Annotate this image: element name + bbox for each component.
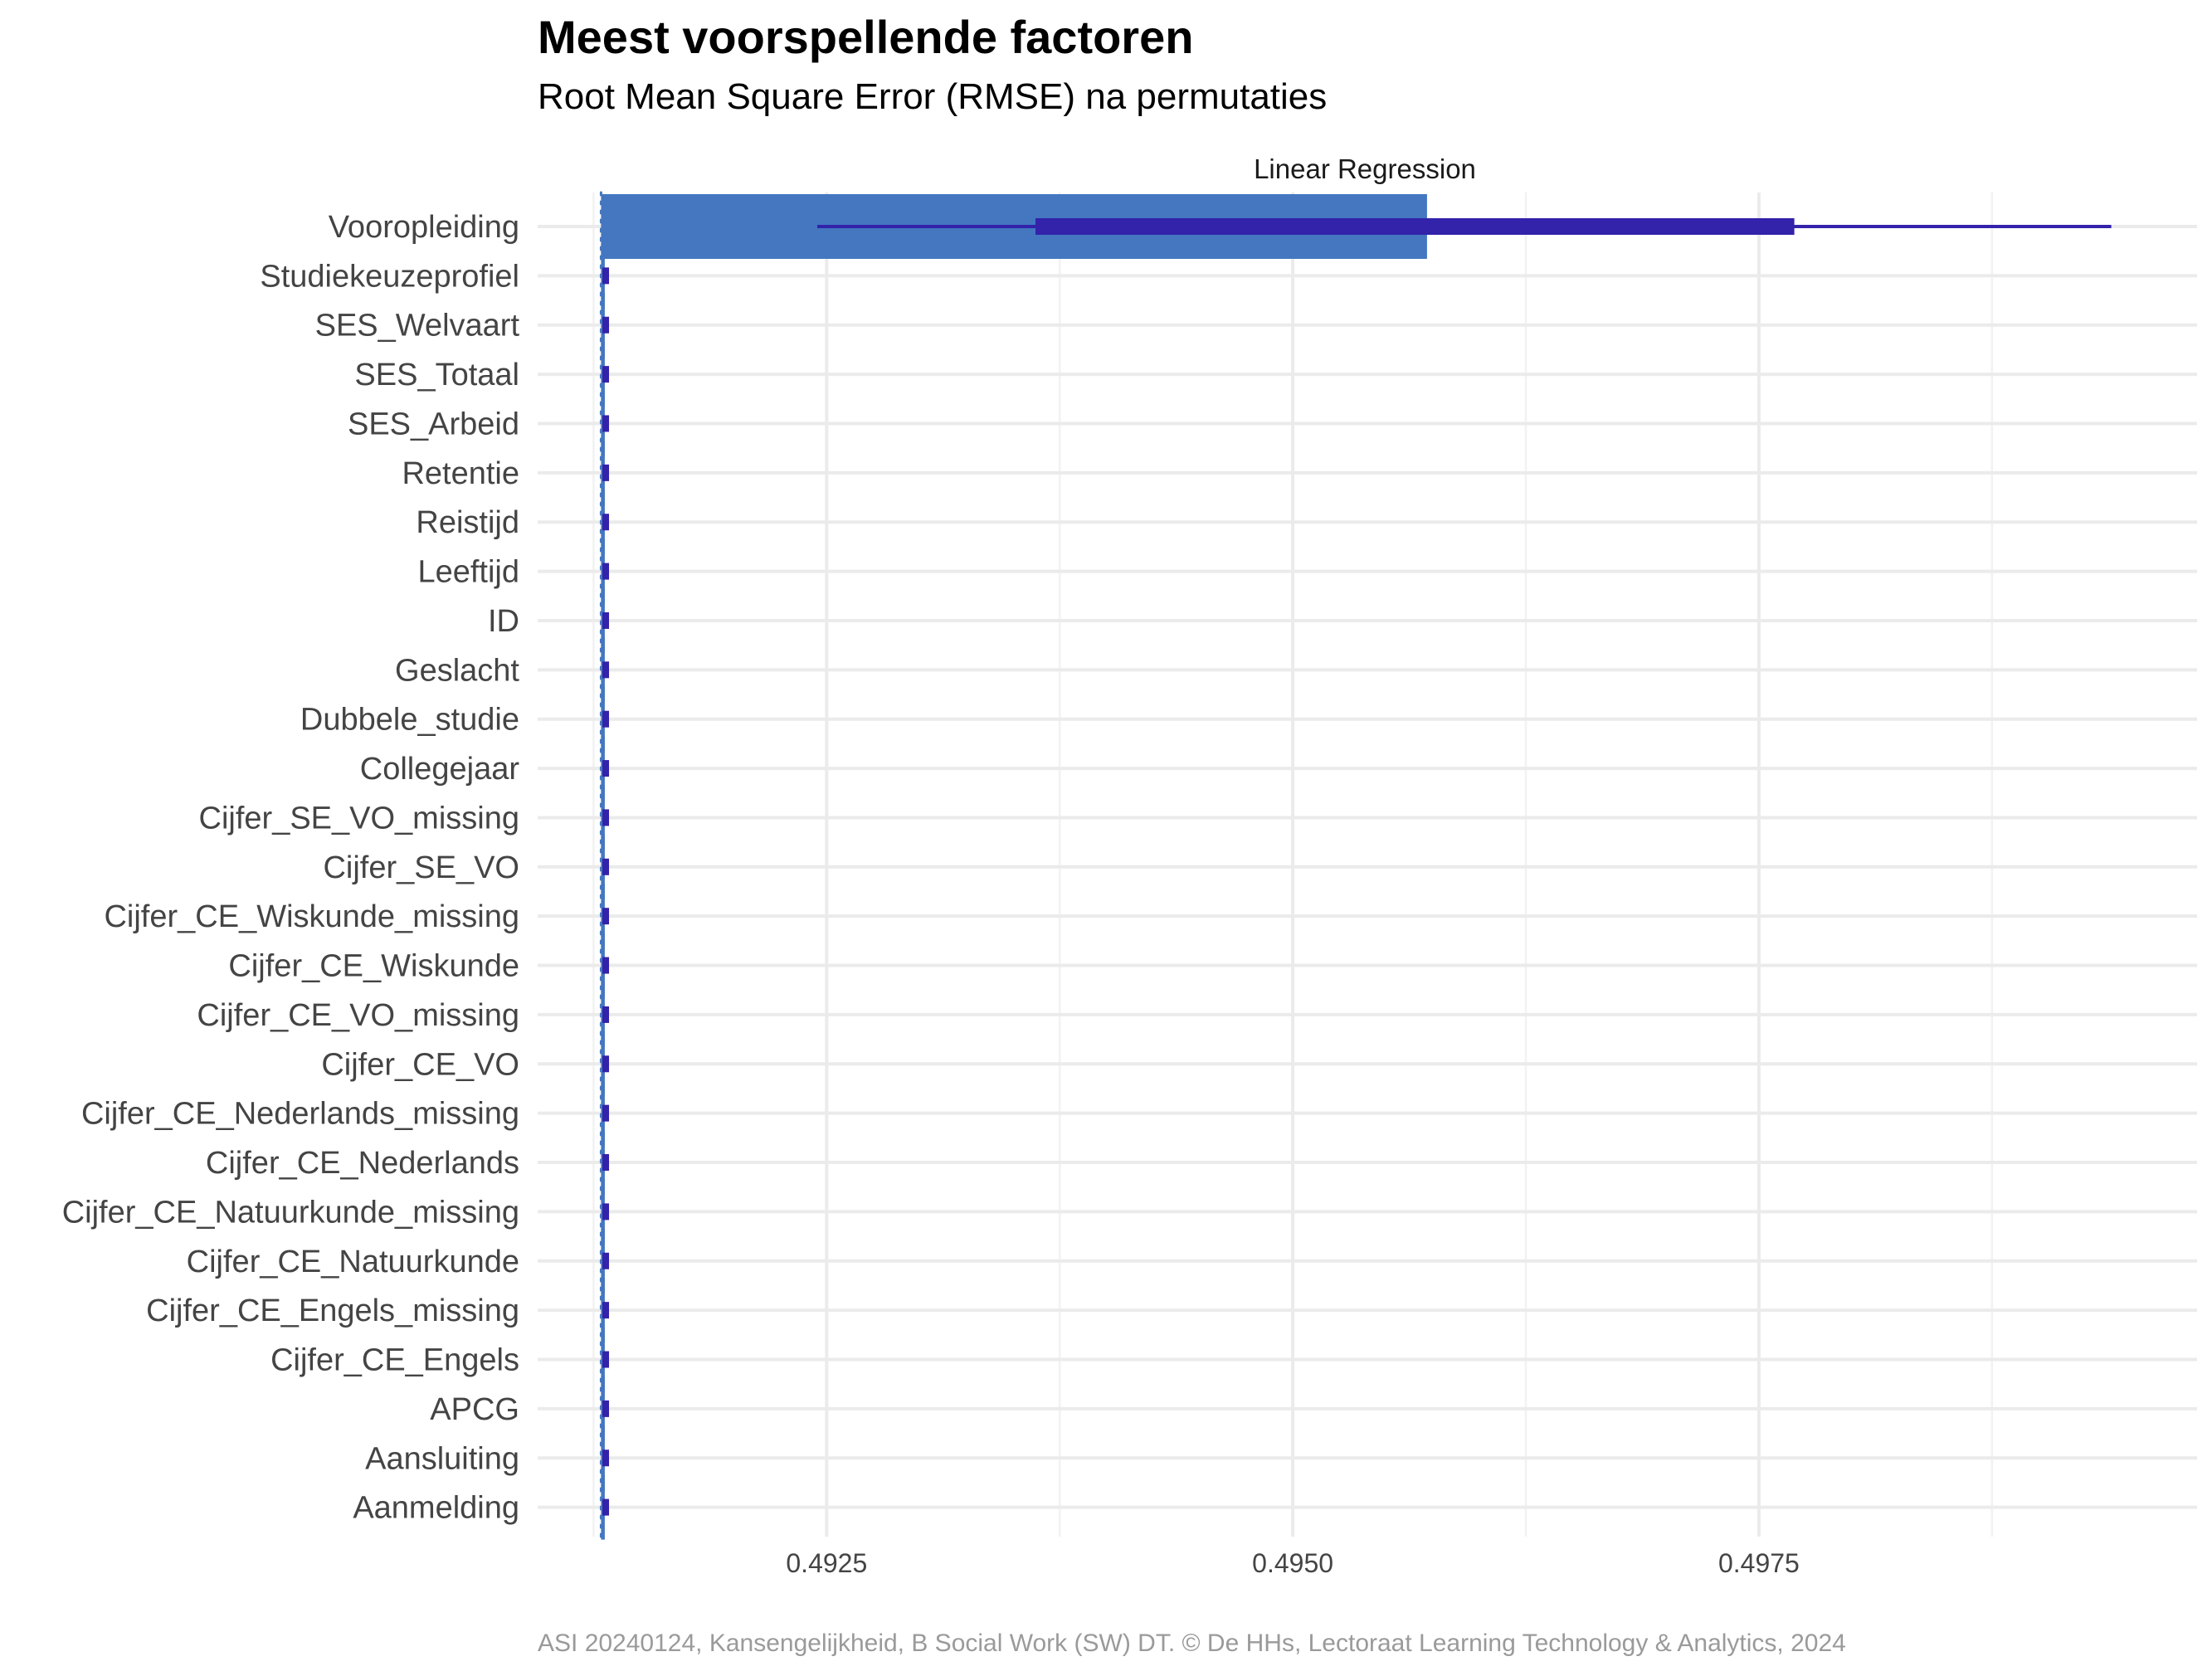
y-tick-label: Leeftijd: [417, 555, 519, 590]
interval-inner: [602, 1351, 610, 1368]
interval-inner: [602, 1252, 610, 1269]
x-tick-label: 0.4975: [1718, 1548, 1800, 1578]
interval-inner: [602, 1055, 610, 1073]
interval-inner: [602, 760, 610, 777]
y-tick-label: Cijfer_SE_VO: [323, 850, 519, 885]
y-tick-label: Cijfer_CE_Natuurkunde: [187, 1245, 519, 1279]
y-tick-label: Cijfer_CE_Engels_missing: [146, 1294, 519, 1328]
y-tick-label: Cijfer_CE_Nederlands: [206, 1146, 519, 1181]
interval-inner: [602, 366, 610, 383]
x-tick-label: 0.4950: [1252, 1548, 1333, 1578]
interval-inner: [602, 1006, 610, 1023]
y-tick-label: SES_Welvaart: [315, 309, 520, 343]
interval-inner: [602, 1498, 610, 1516]
interval-inner: [1035, 218, 1795, 235]
y-tick-label: Studiekeuzeprofiel: [260, 259, 519, 294]
y-tick-label: Cijfer_CE_Nederlands_missing: [81, 1097, 519, 1132]
y-tick-label: Reistijd: [416, 505, 519, 540]
interval-inner: [602, 611, 610, 629]
interval-inner: [602, 415, 610, 432]
y-tick-label: Cijfer_CE_Wiskunde_missing: [104, 899, 519, 934]
y-axis-ticks: Vooropleiding Studiekeuzeprofiel SES_Welva…: [62, 210, 520, 1526]
interval-inner: [602, 514, 610, 531]
y-tick-label: Aansluiting: [365, 1441, 519, 1476]
interval-inner: [602, 1154, 610, 1172]
y-tick-label: Cijfer_CE_Wiskunde: [228, 949, 519, 984]
x-tick-label: 0.4925: [786, 1548, 867, 1578]
grid-layer: [538, 192, 2197, 1537]
y-tick-label: ID: [488, 604, 519, 639]
interval-inner: [602, 858, 610, 875]
interval-inner: [602, 1449, 610, 1467]
y-tick-label: Cijfer_CE_Engels: [270, 1343, 519, 1378]
chart-title: Meest voorspellende factoren: [538, 11, 1194, 63]
chart-subtitle: Root Mean Square Error (RMSE) na permuta…: [538, 76, 1328, 117]
x-axis-ticks: 0.4925 0.4950 0.4975: [786, 1548, 1799, 1578]
interval-inner: [602, 316, 610, 334]
y-tick-label: Cijfer_CE_VO_missing: [197, 998, 519, 1033]
y-tick-label: Vooropleiding: [329, 210, 519, 245]
interval-inner: [602, 267, 610, 285]
y-tick-label: SES_Arbeid: [348, 407, 519, 441]
y-tick-label: Retentie: [402, 456, 519, 491]
interval-inner: [602, 908, 610, 925]
facet-label: Linear Regression: [1254, 153, 1476, 184]
chart-caption: ASI 20240124, Kansengelijkheid, B Social…: [538, 1630, 1846, 1657]
interval-inner: [602, 809, 610, 826]
y-tick-label: Dubbele_studie: [300, 703, 519, 738]
y-tick-label: Aanmelding: [353, 1491, 519, 1526]
interval-inner: [602, 1400, 610, 1417]
y-tick-label: Cijfer_SE_VO_missing: [199, 801, 519, 836]
interval-inner: [602, 1104, 610, 1122]
y-tick-label: APCG: [430, 1392, 519, 1427]
interval-inner: [602, 563, 610, 580]
y-tick-label: SES_Totaal: [354, 358, 519, 392]
y-tick-label: Cijfer_CE_Natuurkunde_missing: [62, 1195, 519, 1230]
interval-inner: [602, 661, 610, 679]
interval-inner: [602, 1203, 610, 1220]
y-tick-label: Geslacht: [395, 653, 519, 688]
y-tick-label: Collegejaar: [360, 752, 520, 787]
interval-inner: [602, 464, 610, 481]
interval-inner: [602, 957, 610, 974]
interval-inner: [602, 1302, 610, 1319]
y-tick-label: Cijfer_CE_VO: [321, 1047, 519, 1082]
interval-layer: [602, 218, 2112, 1516]
interval-inner: [602, 710, 610, 728]
